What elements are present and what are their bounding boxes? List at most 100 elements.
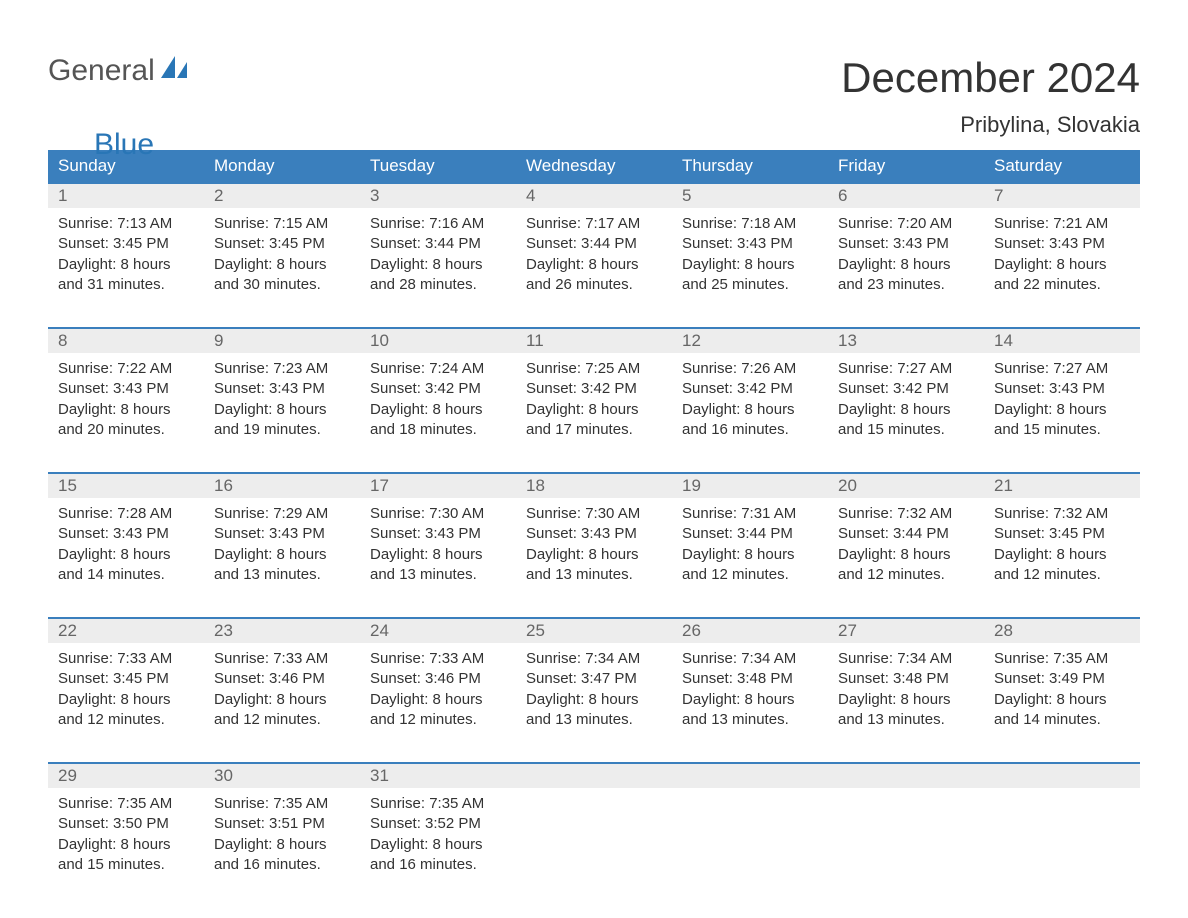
sunset-text: Sunset: 3:42 PM <box>838 379 974 399</box>
daylight-text-line2: and 13 minutes. <box>526 710 662 730</box>
day-number: 17 <box>360 474 516 498</box>
day-number: 25 <box>516 619 672 643</box>
sunrise-text: Sunrise: 7:31 AM <box>682 504 818 524</box>
sunset-text: Sunset: 3:43 PM <box>214 524 350 544</box>
day-cell: 14Sunrise: 7:27 AMSunset: 3:43 PMDayligh… <box>984 329 1140 444</box>
day-cell: 3Sunrise: 7:16 AMSunset: 3:44 PMDaylight… <box>360 184 516 299</box>
day-cell: 30Sunrise: 7:35 AMSunset: 3:51 PMDayligh… <box>204 764 360 879</box>
day-number: 7 <box>984 184 1140 208</box>
day-content: Sunrise: 7:27 AMSunset: 3:43 PMDaylight:… <box>984 353 1140 444</box>
day-cell: 23Sunrise: 7:33 AMSunset: 3:46 PMDayligh… <box>204 619 360 734</box>
day-number: 8 <box>48 329 204 353</box>
daylight-text-line2: and 12 minutes. <box>214 710 350 730</box>
sunset-text: Sunset: 3:43 PM <box>682 234 818 254</box>
day-number: 24 <box>360 619 516 643</box>
sunset-text: Sunset: 3:45 PM <box>994 524 1130 544</box>
day-content: Sunrise: 7:15 AMSunset: 3:45 PMDaylight:… <box>204 208 360 299</box>
day-number: 21 <box>984 474 1140 498</box>
daylight-text-line2: and 12 minutes. <box>838 565 974 585</box>
day-cell: 12Sunrise: 7:26 AMSunset: 3:42 PMDayligh… <box>672 329 828 444</box>
daylight-text-line2: and 19 minutes. <box>214 420 350 440</box>
daylight-text-line2: and 13 minutes. <box>838 710 974 730</box>
sunrise-text: Sunrise: 7:34 AM <box>682 649 818 669</box>
day-content <box>672 788 828 798</box>
sunset-text: Sunset: 3:52 PM <box>370 814 506 834</box>
day-content: Sunrise: 7:35 AMSunset: 3:52 PMDaylight:… <box>360 788 516 879</box>
daylight-text-line1: Daylight: 8 hours <box>214 690 350 710</box>
daylight-text-line2: and 13 minutes. <box>370 565 506 585</box>
sunrise-text: Sunrise: 7:35 AM <box>994 649 1130 669</box>
week-row: 8Sunrise: 7:22 AMSunset: 3:43 PMDaylight… <box>48 327 1140 444</box>
week-row: 15Sunrise: 7:28 AMSunset: 3:43 PMDayligh… <box>48 472 1140 589</box>
weekday-header-cell: Saturday <box>984 150 1140 182</box>
day-content: Sunrise: 7:33 AMSunset: 3:46 PMDaylight:… <box>204 643 360 734</box>
day-content: Sunrise: 7:22 AMSunset: 3:43 PMDaylight:… <box>48 353 204 444</box>
daylight-text-line2: and 17 minutes. <box>526 420 662 440</box>
daylight-text-line1: Daylight: 8 hours <box>526 400 662 420</box>
day-number: 27 <box>828 619 984 643</box>
day-number: 18 <box>516 474 672 498</box>
daylight-text-line1: Daylight: 8 hours <box>994 400 1130 420</box>
month-title: December 2024 <box>841 54 1140 102</box>
day-content: Sunrise: 7:24 AMSunset: 3:42 PMDaylight:… <box>360 353 516 444</box>
day-cell: 26Sunrise: 7:34 AMSunset: 3:48 PMDayligh… <box>672 619 828 734</box>
day-cell: 18Sunrise: 7:30 AMSunset: 3:43 PMDayligh… <box>516 474 672 589</box>
daylight-text-line2: and 12 minutes. <box>994 565 1130 585</box>
daylight-text-line1: Daylight: 8 hours <box>58 255 194 275</box>
daylight-text-line1: Daylight: 8 hours <box>682 545 818 565</box>
sunset-text: Sunset: 3:43 PM <box>58 524 194 544</box>
daylight-text-line2: and 15 minutes. <box>58 855 194 875</box>
day-cell: 31Sunrise: 7:35 AMSunset: 3:52 PMDayligh… <box>360 764 516 879</box>
day-cell: 2Sunrise: 7:15 AMSunset: 3:45 PMDaylight… <box>204 184 360 299</box>
logo-text-blue: Blue <box>94 128 154 162</box>
daylight-text-line1: Daylight: 8 hours <box>58 690 194 710</box>
sunrise-text: Sunrise: 7:35 AM <box>214 794 350 814</box>
day-number: 6 <box>828 184 984 208</box>
daylight-text-line1: Daylight: 8 hours <box>682 255 818 275</box>
day-content <box>984 788 1140 798</box>
sunset-text: Sunset: 3:43 PM <box>994 234 1130 254</box>
daylight-text-line1: Daylight: 8 hours <box>994 545 1130 565</box>
daylight-text-line1: Daylight: 8 hours <box>58 835 194 855</box>
title-block: December 2024 Pribylina, Slovakia <box>841 54 1140 138</box>
sunset-text: Sunset: 3:42 PM <box>526 379 662 399</box>
header: General December 2024 Pribylina, Slovaki… <box>48 54 1140 138</box>
sunrise-text: Sunrise: 7:32 AM <box>994 504 1130 524</box>
daylight-text-line1: Daylight: 8 hours <box>214 400 350 420</box>
day-number: 30 <box>204 764 360 788</box>
sunrise-text: Sunrise: 7:13 AM <box>58 214 194 234</box>
daylight-text-line2: and 16 minutes. <box>370 855 506 875</box>
day-cell <box>828 764 984 879</box>
week-row: 29Sunrise: 7:35 AMSunset: 3:50 PMDayligh… <box>48 762 1140 879</box>
daylight-text-line1: Daylight: 8 hours <box>214 255 350 275</box>
day-content: Sunrise: 7:33 AMSunset: 3:46 PMDaylight:… <box>360 643 516 734</box>
sunrise-text: Sunrise: 7:15 AM <box>214 214 350 234</box>
sunrise-text: Sunrise: 7:35 AM <box>58 794 194 814</box>
day-content: Sunrise: 7:23 AMSunset: 3:43 PMDaylight:… <box>204 353 360 444</box>
daylight-text-line2: and 30 minutes. <box>214 275 350 295</box>
sunrise-text: Sunrise: 7:32 AM <box>838 504 974 524</box>
weekday-header-cell: Thursday <box>672 150 828 182</box>
sunset-text: Sunset: 3:44 PM <box>526 234 662 254</box>
daylight-text-line1: Daylight: 8 hours <box>838 690 974 710</box>
day-number <box>828 764 984 788</box>
day-content: Sunrise: 7:30 AMSunset: 3:43 PMDaylight:… <box>516 498 672 589</box>
location: Pribylina, Slovakia <box>841 112 1140 138</box>
sunset-text: Sunset: 3:50 PM <box>58 814 194 834</box>
day-content: Sunrise: 7:30 AMSunset: 3:43 PMDaylight:… <box>360 498 516 589</box>
daylight-text-line2: and 13 minutes. <box>526 565 662 585</box>
sunrise-text: Sunrise: 7:21 AM <box>994 214 1130 234</box>
week-row: 1Sunrise: 7:13 AMSunset: 3:45 PMDaylight… <box>48 182 1140 299</box>
sunset-text: Sunset: 3:45 PM <box>58 234 194 254</box>
sunrise-text: Sunrise: 7:16 AM <box>370 214 506 234</box>
daylight-text-line2: and 25 minutes. <box>682 275 818 295</box>
day-cell: 29Sunrise: 7:35 AMSunset: 3:50 PMDayligh… <box>48 764 204 879</box>
sunrise-text: Sunrise: 7:27 AM <box>838 359 974 379</box>
day-cell <box>984 764 1140 879</box>
sunrise-text: Sunrise: 7:34 AM <box>838 649 974 669</box>
week-row: 22Sunrise: 7:33 AMSunset: 3:45 PMDayligh… <box>48 617 1140 734</box>
day-cell: 10Sunrise: 7:24 AMSunset: 3:42 PMDayligh… <box>360 329 516 444</box>
sunrise-text: Sunrise: 7:24 AM <box>370 359 506 379</box>
daylight-text-line1: Daylight: 8 hours <box>370 690 506 710</box>
daylight-text-line2: and 12 minutes. <box>682 565 818 585</box>
